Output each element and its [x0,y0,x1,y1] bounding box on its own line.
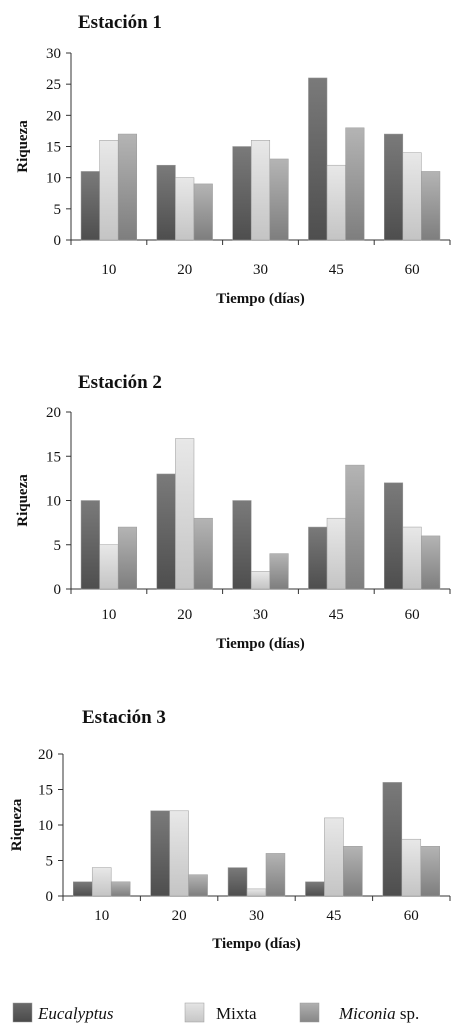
bar-miconia-sp-10 [117,526,138,590]
x-tick-label: 30 [253,607,268,623]
bar-eucalyptus-30 [227,867,248,897]
y-axis-label: Riqueza [15,120,31,173]
bar-miconia-sp-10 [110,881,131,897]
legend-swatch [12,1002,33,1023]
y-tick-label: 20 [46,405,61,421]
x-tick-label: 45 [329,607,344,623]
bar-eucalyptus-30 [232,146,252,241]
bar-mixta-10 [91,867,112,897]
x-tick-label: 10 [101,262,116,278]
bar-miconia-sp-45 [343,846,363,897]
bar-mixta-45 [324,817,344,897]
y-tick-label: 15 [46,140,61,156]
bar-mixta-10 [99,544,119,590]
legend: Eucalyptus Mixta Miconia sp. [12,1002,419,1023]
bar-miconia-sp-45 [345,127,365,241]
y-tick-label: 10 [38,818,53,834]
y-tick-label: 30 [46,46,61,62]
bar-miconia-sp-60 [421,535,441,590]
bar-mixta-60 [401,838,422,897]
x-tick-label: 20 [177,262,192,278]
x-tick-label: 60 [405,262,420,278]
bar-mixta-60 [402,152,422,241]
bar-eucalyptus-45 [308,77,328,241]
x-tick-label: 10 [94,908,109,924]
y-tick-label: 20 [46,108,61,124]
y-tick-label: 0 [54,233,62,249]
y-tick-label: 10 [46,171,61,187]
bar-mixta-45 [326,164,346,241]
bar-eucalyptus-10 [80,171,100,241]
bar-mixta-30 [250,140,271,241]
x-tick-label: 10 [101,607,116,623]
chart-title: Estación 1 [78,12,162,33]
x-tick-label: 20 [177,607,192,623]
y-tick-label: 5 [54,538,62,554]
bar-mixta-20 [175,177,195,241]
bar-eucalyptus-60 [382,782,403,897]
chart-title: Estación 3 [82,707,166,728]
bar-miconia-sp-30 [265,853,286,897]
bar-eucalyptus-60 [383,133,404,241]
y-tick-label: 15 [38,783,53,799]
x-axis-label: Tiempo (días) [212,936,300,952]
bar-miconia-sp-20 [188,874,208,897]
bar-miconia-sp-20 [193,183,213,241]
bar-eucalyptus-45 [308,526,328,590]
y-tick-label: 25 [46,77,61,93]
legend-label: Eucalyptus [37,1004,114,1023]
legend-swatch [299,1002,320,1023]
bar-mixta-20 [175,438,195,590]
x-tick-label: 20 [172,908,187,924]
x-tick-label: 30 [253,262,268,278]
y-tick-label: 15 [46,449,61,465]
bar-miconia-sp-60 [421,171,441,241]
y-tick-label: 20 [38,747,53,763]
chart-1: Estación 1 0 5 10 15 20 25 30 10 20 30 45 60 Tiempo (… [15,12,451,307]
y-tick-label: 5 [54,202,62,218]
bar-eucalyptus-10 [80,500,100,590]
x-axis-label: Tiempo (días) [216,636,304,652]
y-tick-label: 0 [54,582,62,598]
bar-mixta-30 [246,888,267,897]
x-tick-label: 30 [249,908,264,924]
bar-miconia-sp-45 [345,464,365,590]
x-tick-label: 60 [404,908,419,924]
y-axis-label: Riqueza [9,798,25,851]
chart-2: Estación 2 0 5 10 15 20 10 20 30 45 60 Tiempo (días… [15,372,451,652]
x-tick-label: 60 [405,607,420,623]
bar-eucalyptus-30 [232,500,252,590]
legend-label: Mixta [216,1004,257,1023]
x-tick-label: 45 [326,908,341,924]
bar-eucalyptus-20 [150,810,170,897]
x-tick-label: 45 [329,262,344,278]
y-tick-label: 5 [46,854,54,870]
bar-eucalyptus-20 [156,164,176,241]
bar-eucalyptus-60 [383,482,404,590]
y-tick-label: 10 [46,494,61,510]
bar-mixta-10 [99,140,119,241]
bar-eucalyptus-20 [156,473,176,590]
bar-mixta-60 [402,526,422,590]
chart-3: Estación 3 0 5 10 15 20 10 20 30 45 60 Tiempo (días… [9,707,451,952]
x-axis-label: Tiempo (días) [216,291,304,307]
bar-miconia-sp-10 [117,133,138,241]
bar-mixta-45 [326,517,346,590]
bar-eucalyptus-10 [73,881,93,897]
bar-mixta-30 [250,571,271,590]
bar-eucalyptus-45 [305,881,325,897]
legend-label: Miconia sp. [338,1004,419,1023]
bar-miconia-sp-60 [420,846,440,897]
bar-miconia-sp-30 [269,158,289,241]
bar-miconia-sp-20 [193,517,213,590]
chart-title: Estación 2 [78,372,162,393]
bar-mixta-20 [169,810,189,897]
y-tick-label: 0 [46,889,54,905]
y-axis-label: Riqueza [15,474,31,527]
legend-swatch [184,1002,205,1023]
bar-miconia-sp-30 [269,553,289,590]
